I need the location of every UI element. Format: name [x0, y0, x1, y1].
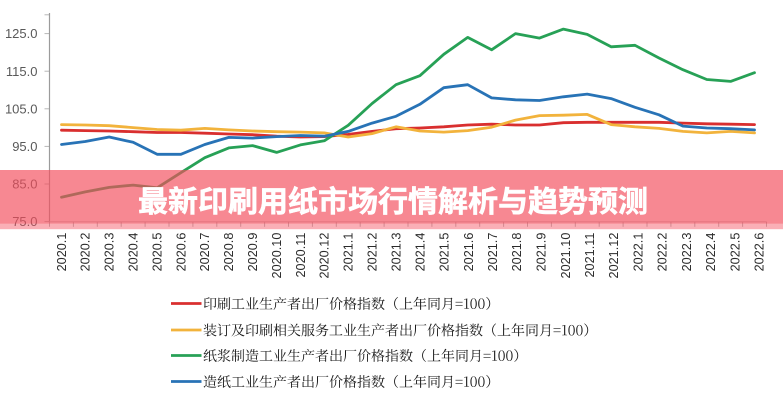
svg-text:2022.1: 2022.1	[631, 233, 645, 272]
svg-text:2020.11: 2020.11	[294, 233, 308, 278]
svg-text:2021.1: 2021.1	[342, 233, 356, 272]
svg-text:2021.11: 2021.11	[583, 233, 597, 278]
svg-text:2020.1: 2020.1	[55, 233, 69, 272]
svg-text:95.0: 95.0	[12, 139, 37, 154]
svg-text:2022.3: 2022.3	[680, 233, 694, 272]
svg-text:2022.5: 2022.5	[728, 233, 742, 272]
svg-text:2021.8: 2021.8	[510, 233, 524, 272]
svg-text:2022.4: 2022.4	[704, 233, 718, 272]
svg-text:2021.10: 2021.10	[559, 233, 573, 279]
svg-text:2021.2: 2021.2	[366, 233, 380, 272]
svg-text:2020.6: 2020.6	[174, 233, 188, 272]
svg-text:2022.2: 2022.2	[656, 233, 670, 272]
svg-text:2022.6: 2022.6	[753, 233, 767, 272]
svg-text:2020.7: 2020.7	[198, 233, 212, 272]
svg-text:2020.10: 2020.10	[270, 233, 284, 279]
svg-text:2020.8: 2020.8	[222, 233, 236, 272]
svg-text:2021.9: 2021.9	[535, 233, 549, 272]
svg-text:2021.6: 2021.6	[462, 233, 476, 272]
svg-text:2020.5: 2020.5	[151, 233, 165, 272]
svg-text:2020.9: 2020.9	[246, 233, 260, 272]
svg-text:2021.3: 2021.3	[389, 233, 403, 272]
svg-text:105.0: 105.0	[5, 101, 38, 116]
svg-text:115.0: 115.0	[6, 64, 38, 79]
svg-text:2020.12: 2020.12	[318, 233, 332, 279]
svg-text:125.0: 125.0	[5, 26, 38, 41]
svg-text:2021.7: 2021.7	[486, 233, 500, 272]
svg-text:2021.4: 2021.4	[413, 233, 427, 272]
svg-text:2020.3: 2020.3	[103, 233, 117, 272]
svg-text:2020.4: 2020.4	[127, 233, 141, 272]
svg-text:2020.2: 2020.2	[79, 233, 93, 272]
svg-text:2021.12: 2021.12	[607, 233, 621, 279]
svg-text:2021.5: 2021.5	[438, 233, 452, 272]
